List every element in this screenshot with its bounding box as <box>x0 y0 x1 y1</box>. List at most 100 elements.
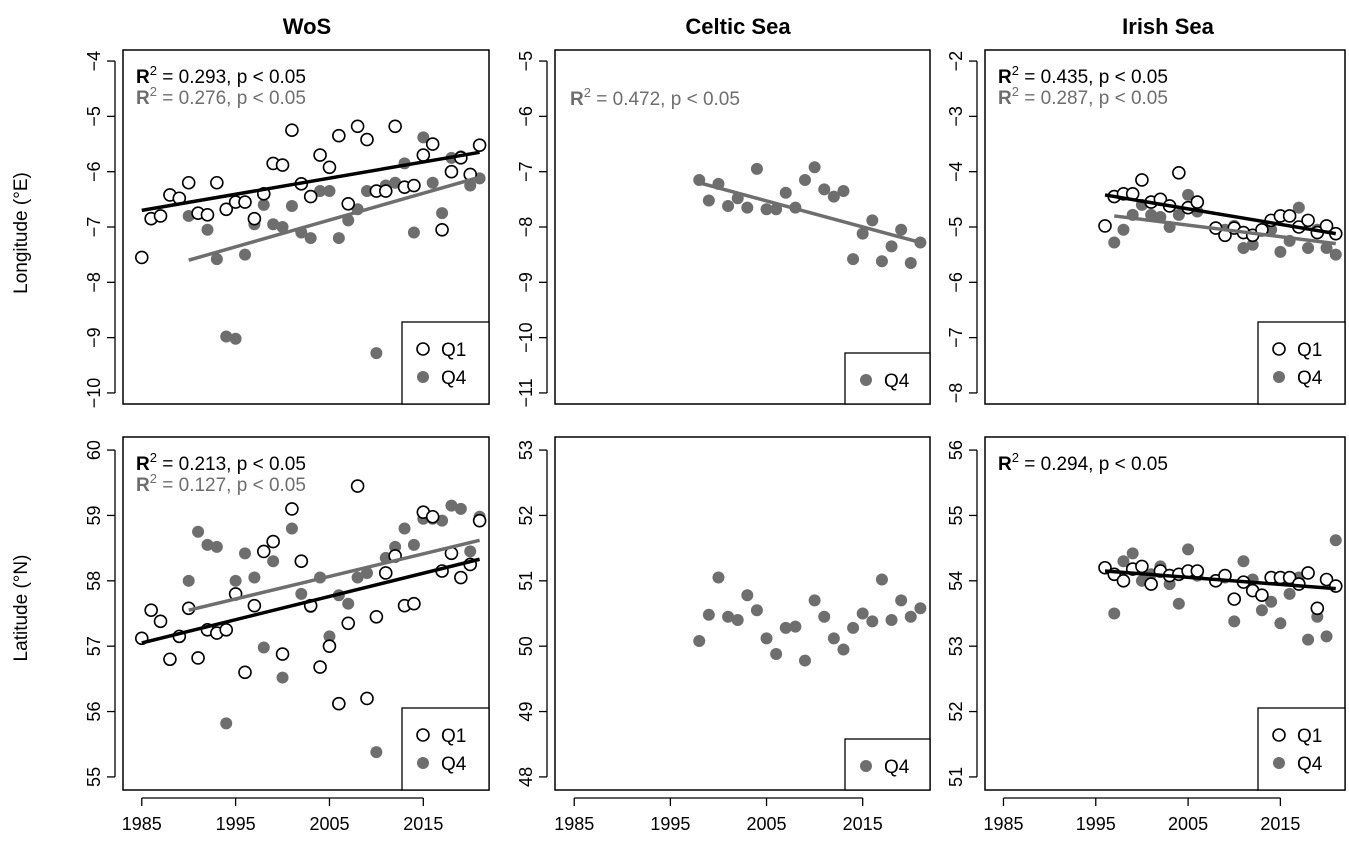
y-tick-label: −10 <box>84 378 104 409</box>
y-tick-label: −5 <box>946 217 966 238</box>
data-point <box>210 540 223 553</box>
data-point <box>182 574 195 587</box>
data-point <box>257 198 270 211</box>
data-point <box>1228 615 1241 628</box>
data-point <box>779 621 792 634</box>
trend-line-q4 <box>188 538 481 612</box>
stat-label-q4: R2 = 0.472, p < 0.05 <box>570 85 740 110</box>
y-tick-label: 51 <box>946 767 966 787</box>
legend-label-q4: Q4 <box>884 371 910 392</box>
x-tick-label: 2005 <box>1168 814 1208 834</box>
data-point <box>285 502 299 516</box>
stat-r-symbol: R <box>570 89 584 110</box>
x-tick-label: 1995 <box>1076 814 1116 834</box>
data-point <box>256 544 271 559</box>
data-point <box>285 199 298 212</box>
y-tick-label: 51 <box>516 571 536 591</box>
data-point <box>192 525 205 538</box>
data-point <box>1246 238 1259 251</box>
data-point <box>313 660 327 674</box>
data-point <box>799 173 811 186</box>
stat-r2-value: = 0.435, p < 0.05 <box>1019 67 1168 88</box>
legend-label-q4: Q4 <box>884 757 910 778</box>
data-point <box>770 648 783 661</box>
y-tick-label: −4 <box>84 51 104 72</box>
y-tick-label: 55 <box>84 767 104 787</box>
data-point <box>866 214 879 227</box>
data-point <box>360 691 374 706</box>
stat-label-q4: R2 = 0.276, p < 0.05 <box>136 84 306 109</box>
data-point <box>388 119 402 134</box>
plot-frame <box>554 436 931 791</box>
data-point <box>1320 242 1333 255</box>
data-point <box>1108 607 1121 620</box>
data-point <box>1135 173 1149 187</box>
y-axis: 55 56 57 58 59 60 <box>84 440 116 787</box>
data-point <box>808 594 821 607</box>
y-tick-label: 59 <box>84 505 104 525</box>
data-point <box>276 671 289 684</box>
x-tick-label: 1985 <box>122 814 162 834</box>
data-point <box>144 603 158 618</box>
stat-r-exponent: 2 <box>584 85 591 100</box>
data-point <box>332 128 346 143</box>
y-tick-label: 58 <box>84 571 104 591</box>
data-point <box>370 347 383 360</box>
data-point <box>1117 555 1130 568</box>
y-axis: 48 49 50 51 52 53 <box>516 440 548 787</box>
data-point <box>750 604 763 617</box>
data-point <box>295 587 308 600</box>
data-point <box>134 250 149 265</box>
data-point <box>1237 555 1250 568</box>
data-point <box>885 240 898 253</box>
data-point <box>1172 208 1185 221</box>
series-q4 <box>693 161 927 269</box>
stat-r-exponent: 2 <box>1012 84 1019 99</box>
panel-irish-latitude: 51 52 53 54 55 56 1985 1995 2005 2015 R2 = 0.294, … <box>946 436 1346 834</box>
stat-r-symbol: R <box>136 475 150 496</box>
y-tick-label: −9 <box>516 272 536 293</box>
legend-marker-q4 <box>417 757 429 769</box>
x-tick-label: 2015 <box>1260 814 1300 834</box>
trend-line-q4 <box>698 181 921 245</box>
data-point <box>1145 208 1158 221</box>
data-point <box>904 256 917 269</box>
data-point <box>266 534 280 549</box>
data-point <box>904 610 917 623</box>
data-point <box>322 639 337 653</box>
y-tick-label: 55 <box>946 505 966 525</box>
legend-box <box>401 707 490 791</box>
stat-label-q1: R2 = 0.435, p < 0.05 <box>998 63 1168 88</box>
y-tick-label: 52 <box>946 702 966 722</box>
data-point <box>760 632 773 645</box>
x-axis: 1985 1995 2005 2015 <box>554 797 883 834</box>
data-point <box>1172 597 1185 610</box>
data-point <box>267 218 280 231</box>
data-point <box>285 123 299 138</box>
series-q1 <box>134 119 487 265</box>
x-axis: 1985 1995 2005 2015 <box>122 797 443 834</box>
y-tick-label: −7 <box>84 217 104 238</box>
data-point <box>1329 248 1342 261</box>
data-point <box>445 499 458 512</box>
series-q4 <box>1108 534 1342 646</box>
data-point <box>153 209 168 223</box>
legend-label-q1: Q1 <box>1297 340 1322 361</box>
data-point <box>153 614 168 629</box>
data-point <box>722 199 735 212</box>
y-axis: −10 −9 −8 −7 −6 −5 −4 <box>84 51 116 409</box>
data-point <box>248 571 261 584</box>
data-point <box>220 330 233 343</box>
y-tick-label: −2 <box>946 51 966 72</box>
stat-r-symbol: R <box>998 88 1012 109</box>
y-tick-label: 56 <box>946 440 966 460</box>
data-point <box>847 621 860 634</box>
panel-wos-latitude: 55 56 57 58 59 60 1985 1995 2005 2015 R2 = 0.213, … <box>84 436 490 834</box>
data-point <box>885 614 898 627</box>
plot-frame <box>122 436 490 791</box>
data-point <box>712 571 725 584</box>
data-point <box>1255 588 1269 602</box>
data-point <box>1301 213 1315 228</box>
